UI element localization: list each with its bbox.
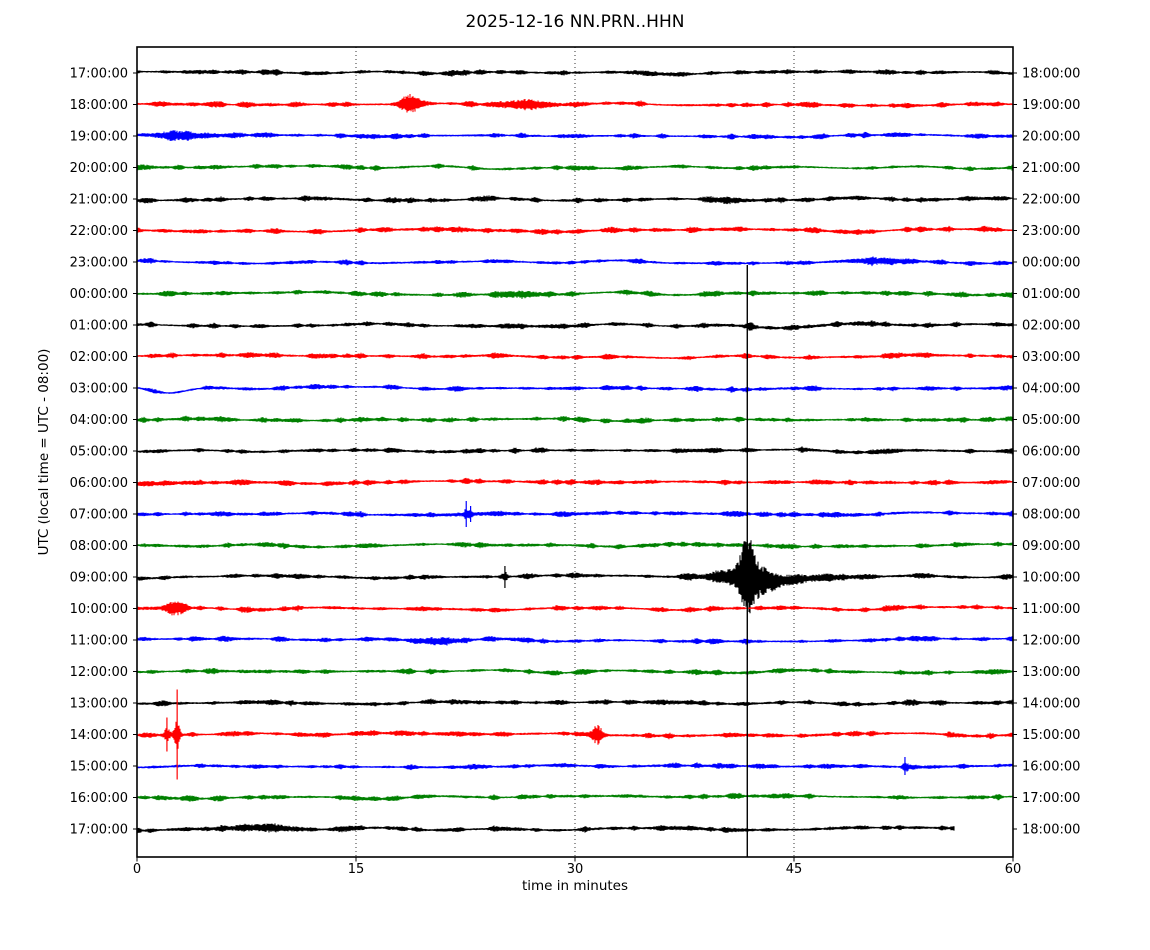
trace-02:00:00 [136,352,1014,361]
right-time-label: 14:00:00 [1022,697,1080,712]
x-tick-label: 60 [1005,862,1022,877]
right-time-label: 11:00:00 [1022,602,1080,617]
x-tick-label: 15 [348,862,365,877]
right-time-label: 13:00:00 [1022,665,1080,680]
left-time-label: 23:00:00 [70,256,128,271]
plot-frame [136,46,1014,858]
trace-08:00:00 [136,541,1014,550]
trace-11:00:00 [136,635,1014,646]
left-time-label: 12:00:00 [70,665,128,680]
right-time-label: 05:00:00 [1022,413,1080,428]
x-tick-label: 0 [133,862,141,877]
right-time-label: 18:00:00 [1022,67,1080,82]
right-time-label: 10:00:00 [1022,571,1080,586]
trace-23:00:00 [136,256,1014,267]
right-time-label: 09:00:00 [1022,539,1080,554]
right-time-label: 01:00:00 [1022,287,1080,302]
left-time-label: 03:00:00 [70,382,128,397]
right-time-label: 04:00:00 [1022,382,1080,397]
right-time-label: 21:00:00 [1022,161,1080,176]
left-time-label: 10:00:00 [70,602,128,617]
left-time-label: 09:00:00 [70,571,128,586]
trace-01:00:00 [136,320,1014,331]
right-time-label: 02:00:00 [1022,319,1080,334]
left-time-label: 11:00:00 [70,634,128,649]
left-time-label: 05:00:00 [70,445,128,460]
left-time-label: 13:00:00 [70,697,128,712]
left-time-label: 02:00:00 [70,350,128,365]
x-axis-label: time in minutes [521,878,629,894]
trace-20:00:00 [136,163,1014,172]
trace-14:00:00 [136,721,1014,750]
left-time-label: 04:00:00 [70,413,128,428]
left-time-label: 00:00:00 [70,287,128,302]
right-time-label: 16:00:00 [1022,760,1080,775]
right-time-label: 22:00:00 [1022,193,1080,208]
right-time-label: 17:00:00 [1022,791,1080,806]
left-time-label: 17:00:00 [70,823,128,838]
left-time-label: 06:00:00 [70,476,128,491]
left-time-label: 20:00:00 [70,161,128,176]
trace-18:00:00 [136,94,1014,113]
trace-16:00:00 [136,792,1014,802]
right-time-label: 19:00:00 [1022,98,1080,113]
left-time-label: 18:00:00 [70,98,128,113]
left-time-label: 07:00:00 [70,508,128,523]
right-time-label: 18:00:00 [1022,823,1080,838]
left-time-label: 22:00:00 [70,224,128,239]
trace-21:00:00 [136,195,1014,205]
right-time-label: 23:00:00 [1022,224,1080,239]
left-time-label: 21:00:00 [70,193,128,208]
right-time-label: 12:00:00 [1022,634,1080,649]
right-time-label: 03:00:00 [1022,350,1080,365]
left-time-label: 16:00:00 [70,791,128,806]
right-time-label: 06:00:00 [1022,445,1080,460]
right-time-label: 07:00:00 [1022,476,1080,491]
left-time-label: 08:00:00 [70,539,128,554]
right-time-label: 15:00:00 [1022,728,1080,743]
right-time-label: 20:00:00 [1022,130,1080,145]
trace-03:00:00 [136,384,1014,394]
trace-07:00:00 [136,509,1014,520]
trace-12:00:00 [136,668,1014,676]
x-tick-label: 30 [567,862,584,877]
left-time-label: 19:00:00 [70,130,128,145]
x-tick-label: 45 [786,862,803,877]
left-time-label: 17:00:00 [70,67,128,82]
left-time-label: 01:00:00 [70,319,128,334]
trace-04:00:00 [136,415,1014,424]
left-time-label: 15:00:00 [70,760,128,775]
right-time-label: 08:00:00 [1022,508,1080,523]
left-time-label: 14:00:00 [70,728,128,743]
right-time-label: 00:00:00 [1022,256,1080,271]
trace-17:00:00 [136,823,955,834]
chart-title: 2025-12-16 NN.PRN..HHN [465,12,685,32]
